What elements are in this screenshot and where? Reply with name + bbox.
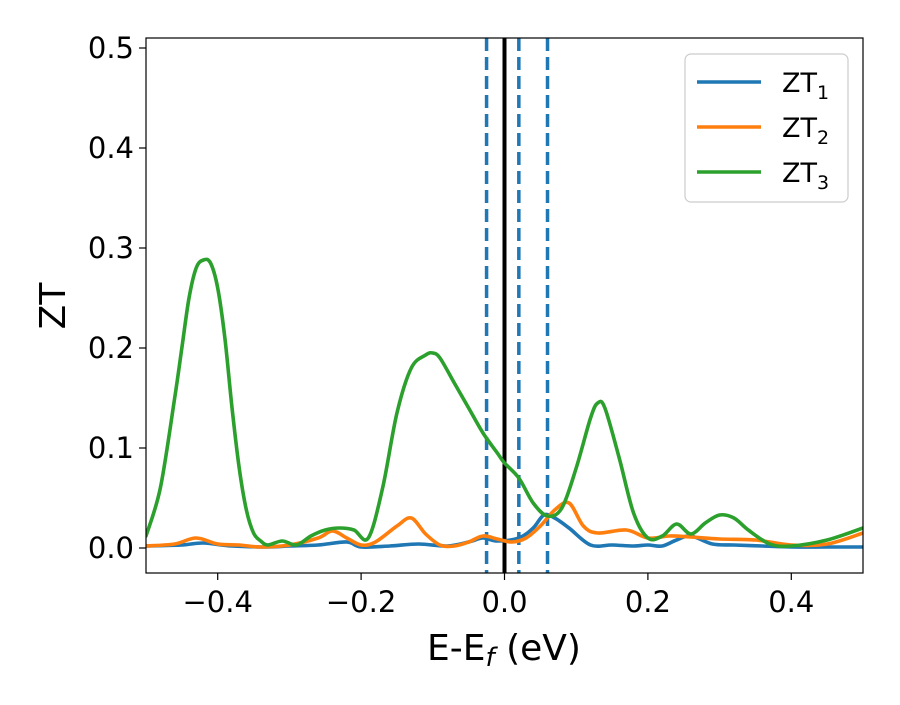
legend-label-zt3: ZT3 xyxy=(782,158,829,194)
y-tick-label: 0.4 xyxy=(88,131,134,165)
y-tick-label: 0.0 xyxy=(88,531,134,565)
x-tick-label: −0.4 xyxy=(182,585,252,619)
y-tick-label: 0.5 xyxy=(88,31,134,65)
legend-label-zt2: ZT2 xyxy=(782,113,829,149)
reference-lines xyxy=(484,38,550,573)
legend-label-subscript: 3 xyxy=(817,172,829,194)
x-axis-label: E-Ef (eV) xyxy=(427,628,581,673)
x-tick-label: 0.2 xyxy=(625,585,671,619)
legend-label-zt1: ZT1 xyxy=(782,68,829,104)
y-axis-label: ZT xyxy=(33,282,74,330)
legend-label-text: ZT xyxy=(782,113,817,144)
y-tick-label: 0.2 xyxy=(88,331,134,365)
x-axis-ticks: −0.4 −0.2 0.0 0.2 0.4 xyxy=(182,573,814,619)
y-tick-label: 0.3 xyxy=(88,231,134,265)
x-tick-label: 0.0 xyxy=(481,585,527,619)
series-lines xyxy=(146,257,863,549)
y-tick-label: 0.1 xyxy=(88,431,134,465)
x-tick-label: −0.2 xyxy=(326,585,396,619)
legend-label-text: ZT xyxy=(782,68,817,99)
y-axis-ticks: 0.0 0.1 0.2 0.3 0.4 0.5 xyxy=(88,31,146,565)
legend-label-subscript: 1 xyxy=(817,82,829,104)
x-axis-label-unit: (eV) xyxy=(495,628,581,669)
legend-label-subscript: 2 xyxy=(817,127,829,149)
legend-box xyxy=(684,53,849,203)
series-line-zt3 xyxy=(146,257,863,549)
legend-label-text: ZT xyxy=(782,158,817,189)
x-tick-label: 0.4 xyxy=(768,585,814,619)
series-line-zt2 xyxy=(146,500,863,549)
